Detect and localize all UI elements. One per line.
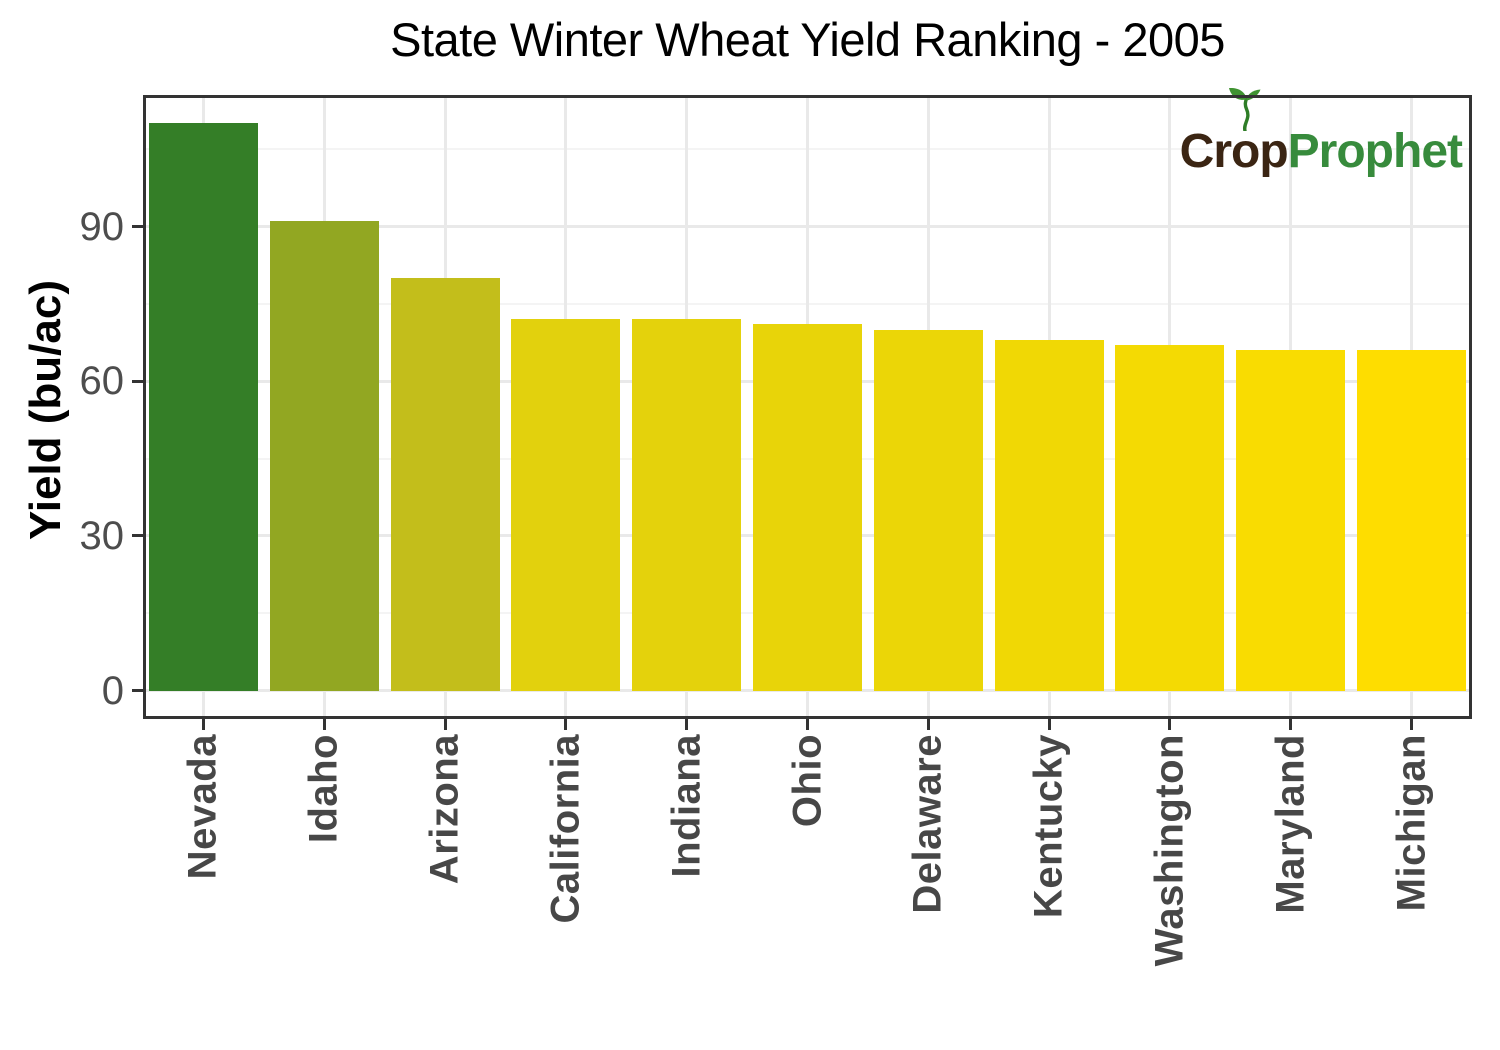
x-tick-label-michigan: Michigan: [1389, 734, 1434, 912]
x-axis-tick: [201, 719, 205, 730]
y-tick-label: 30: [79, 513, 125, 558]
bar-maryland: [1236, 350, 1346, 691]
y-axis-tick: [132, 225, 143, 228]
logo-prophet: Prophet: [1287, 125, 1463, 178]
y-axis-tick: [132, 534, 143, 538]
y-tick-label: 60: [79, 359, 125, 404]
bar-ohio: [753, 324, 862, 691]
x-axis-tick: [564, 719, 568, 730]
y-axis-tick: [132, 689, 143, 693]
logo-crop-o-wrap: o: [1229, 87, 1261, 179]
x-tick-label-kentucky: Kentucky: [1026, 734, 1071, 919]
bar-arizona: [390, 278, 500, 691]
sprout-icon: [1229, 87, 1261, 131]
bar-nevada: [148, 123, 258, 691]
x-tick-label-nevada: Nevada: [180, 734, 225, 880]
bar-michigan: [1357, 350, 1467, 691]
x-tick-label-indiana: Indiana: [664, 734, 709, 878]
x-axis-tick: [443, 719, 447, 730]
x-axis-tick: [1410, 719, 1414, 730]
x-axis-tick: [685, 719, 689, 730]
logo-crop-post: p: [1259, 125, 1288, 178]
x-tick-label-arizona: Arizona: [422, 734, 467, 885]
y-tick-label: 0: [101, 668, 124, 713]
x-axis-tick: [322, 719, 326, 730]
x-tick-label-california: California: [543, 734, 588, 924]
x-axis-tick: [926, 719, 930, 730]
x-tick-label-washington: Washington: [1147, 734, 1192, 967]
x-axis-tick: [1047, 719, 1051, 730]
bar-washington: [1115, 345, 1225, 691]
bar-kentucky: [994, 339, 1104, 691]
x-tick-label-maryland: Maryland: [1268, 734, 1313, 914]
y-axis-tick: [132, 379, 143, 383]
bar-delaware: [873, 329, 983, 691]
x-axis-tick: [1168, 719, 1172, 730]
x-axis-tick: [1289, 719, 1293, 730]
bar-idaho: [269, 221, 379, 691]
x-tick-label-ohio: Ohio: [785, 734, 829, 828]
x-axis-tick: [806, 719, 809, 730]
y-axis-title: Yield (bu/ac): [21, 280, 70, 540]
x-tick-label-idaho: Idaho: [301, 734, 346, 844]
logo-crop-o: o: [1231, 125, 1260, 178]
bar-indiana: [632, 319, 742, 691]
y-tick-label: 90: [79, 204, 125, 249]
chart-title: State Winter Wheat Yield Ranking - 2005: [390, 13, 1225, 66]
bar-california: [511, 319, 621, 691]
cropprophet-logo: Cr opProphet: [1179, 87, 1463, 179]
logo-crop-pre: Cr: [1179, 125, 1232, 178]
x-tick-label-delaware: Delaware: [905, 734, 950, 914]
